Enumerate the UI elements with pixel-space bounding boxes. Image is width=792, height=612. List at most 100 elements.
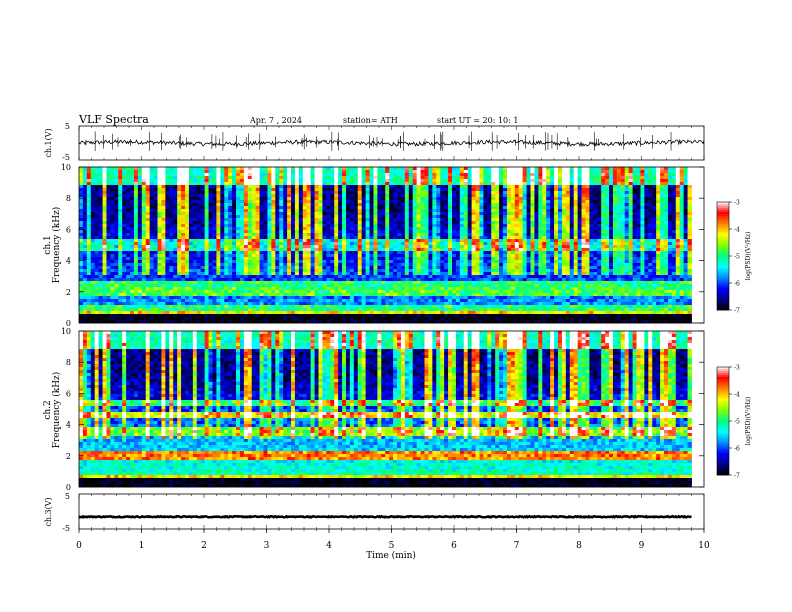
spectrogram-cell: [342, 284, 347, 288]
spectrogram-cell: [224, 230, 229, 234]
spectrogram-cell: [330, 197, 335, 201]
spectrogram-cell: [397, 209, 402, 213]
spectrogram-cell: [204, 167, 209, 171]
spectrogram-cell: [361, 248, 367, 252]
spectrogram-cell: [353, 296, 359, 300]
spectrogram-cell: [255, 245, 261, 249]
spectrogram-cell: [133, 251, 139, 255]
spectrogram-cell: [369, 305, 374, 309]
spectrogram-cell: [400, 209, 406, 213]
spectrogram-cell: [432, 248, 437, 252]
spectrogram-cell: [408, 191, 414, 195]
spectrogram-cell: [349, 197, 355, 201]
spectrogram-cell: [133, 239, 139, 243]
spectrogram-cell: [275, 173, 280, 177]
spectrogram-cell: [126, 320, 131, 324]
spectrogram-cell: [330, 272, 335, 276]
spectrogram-cell: [133, 215, 139, 219]
spectrogram-cell: [141, 260, 147, 264]
spectrogram-cell: [357, 239, 363, 243]
spectrogram-cell: [432, 224, 437, 228]
spectrogram-cell: [177, 317, 182, 321]
spectrogram-cell: [153, 314, 158, 318]
spectrogram-cell: [408, 209, 414, 213]
spectrogram-cell: [416, 173, 421, 177]
spectrogram-cell: [291, 257, 296, 261]
spectrogram-cell: [255, 179, 261, 183]
spectrogram-cell: [330, 290, 335, 294]
spectrogram-cell: [192, 251, 198, 255]
spectrogram-cell: [110, 311, 115, 315]
spectrogram-cell: [287, 185, 292, 189]
spectrogram-cell: [90, 239, 96, 243]
spectrogram-cell: [377, 269, 382, 273]
spectrogram-cell: [436, 233, 441, 237]
spectrogram-cell: [243, 230, 249, 234]
spectrogram-cell: [267, 257, 272, 261]
spectrogram-cell: [298, 290, 304, 294]
spectrogram-cell: [349, 185, 355, 189]
spectrogram-cell: [228, 233, 233, 237]
spectrogram-cell: [224, 317, 229, 321]
spectrogram-cell: [220, 287, 225, 291]
spectrogram-cell: [397, 281, 402, 285]
spectrogram-cell: [102, 194, 107, 198]
spectrogram-cell: [200, 188, 206, 192]
spectrogram-cell: [326, 185, 331, 189]
spectrogram-cell: [353, 173, 359, 177]
spectrogram-cell: [349, 230, 355, 234]
spectrogram-cell: [361, 176, 367, 180]
spectrogram-cell: [420, 314, 425, 318]
spectrogram-cell: [345, 299, 351, 303]
spectrogram-cell: [102, 275, 107, 279]
spectrogram-cell: [177, 224, 182, 228]
spectrogram-cell: [369, 173, 374, 177]
spectrogram-cell: [310, 206, 315, 210]
spectrogram-cell: [110, 239, 115, 243]
spectrogram-cell: [440, 188, 445, 192]
spectrogram-cell: [110, 293, 115, 297]
spectrogram-cell: [145, 242, 151, 246]
spectrogram-cell: [326, 212, 331, 216]
spectrogram-cell: [404, 179, 410, 183]
spectrogram-cell: [208, 170, 213, 174]
spectrogram-cell: [86, 233, 92, 237]
spectrogram-cell: [326, 293, 331, 297]
spectrogram-cell: [440, 239, 445, 243]
spectrogram-cell: [287, 251, 292, 255]
spectrogram-cell: [243, 314, 249, 318]
spectrogram-cell: [416, 215, 421, 219]
spectrogram-cell: [243, 182, 249, 186]
spectrogram-cell: [247, 296, 253, 300]
spectrogram-cell: [314, 209, 319, 213]
spectrogram-cell: [334, 197, 339, 201]
spectrogram-cell: [334, 230, 339, 234]
spectrogram-cell: [251, 200, 257, 204]
spectrogram-cell: [338, 197, 343, 201]
spectrogram-cell: [369, 269, 374, 273]
spectrogram-cell: [369, 230, 374, 234]
spectrogram-cell: [357, 311, 363, 315]
spectrogram-cell: [161, 215, 166, 219]
spectrogram-cell: [302, 239, 308, 243]
spectrogram-cell: [283, 179, 288, 183]
spectrogram-cell: [263, 284, 268, 288]
spectrogram-cell: [149, 290, 154, 294]
spectrogram-cell: [102, 287, 107, 291]
spectrogram-cell: [149, 230, 154, 234]
spectrogram-cell: [161, 296, 166, 300]
spectrogram-cell: [251, 218, 257, 222]
spectrogram-cell: [149, 245, 154, 249]
spectrogram-cell: [137, 188, 143, 192]
spectrogram-cell: [408, 284, 414, 288]
spectrogram-cell: [275, 233, 280, 237]
spectrogram-cell: [149, 167, 154, 171]
spectrogram-cell: [102, 314, 107, 318]
spectrogram-cell: [126, 239, 131, 243]
spectrogram-cell: [322, 287, 327, 291]
spectrogram-cell: [294, 236, 300, 240]
spectrogram-cell: [298, 242, 304, 246]
spectrogram-cell: [114, 203, 119, 207]
spectrogram-cell: [283, 221, 288, 225]
spectrogram-cell: [302, 221, 308, 225]
